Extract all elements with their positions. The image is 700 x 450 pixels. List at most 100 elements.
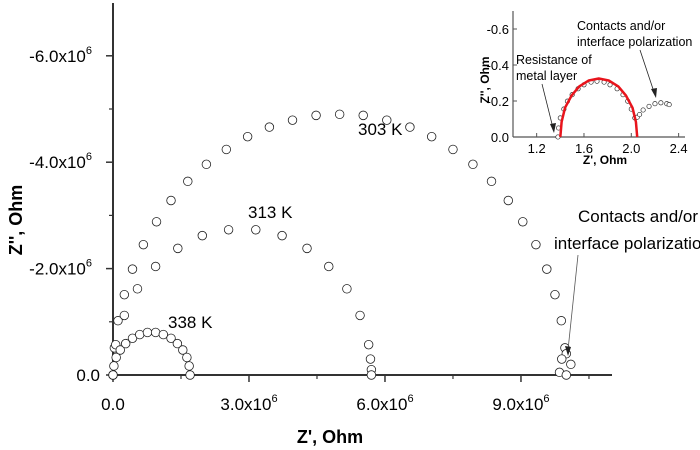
data-point — [223, 225, 234, 235]
data-point — [358, 110, 368, 121]
data-point — [150, 327, 161, 338]
data-point — [503, 195, 513, 206]
label-313k: 313 K — [248, 203, 293, 222]
data-point — [166, 333, 176, 343]
series-303k — [108, 109, 576, 380]
data-point — [127, 264, 138, 274]
data-point — [184, 361, 194, 371]
data-point — [355, 310, 365, 321]
inset-y-tick-label: -0.6 — [487, 22, 509, 37]
data-point — [277, 230, 287, 241]
inset-data-point — [555, 134, 561, 140]
inset-data-point — [640, 107, 646, 113]
x-tick-label: 3.0x106 — [220, 393, 277, 414]
data-point — [173, 243, 183, 254]
main-axes — [112, 3, 612, 376]
data-point — [342, 284, 352, 294]
data-point — [468, 159, 478, 170]
inset-data-point — [666, 102, 672, 108]
data-point — [242, 131, 253, 142]
inset-arrow-resistance — [541, 83, 554, 129]
data-point — [127, 333, 138, 343]
data-point — [426, 131, 437, 142]
inset-arrowhead-resistance — [550, 123, 556, 133]
data-point — [108, 370, 118, 380]
inset-annotation-resistance-line1: Resistance of — [516, 53, 592, 67]
y-tick-label: 0.0 — [76, 366, 100, 385]
inset-x-tick-label: 1.6 — [575, 141, 593, 156]
data-point — [311, 110, 321, 121]
inset-data-point — [646, 103, 652, 109]
data-point — [334, 109, 345, 120]
y-tick-label: -4.0x106 — [29, 151, 92, 172]
inset-data-point — [637, 111, 643, 118]
inset-y-tick-label: -0.4 — [487, 58, 509, 73]
annotation-arrowhead — [565, 346, 571, 356]
inset-annotation-resistance-line2: metal layer — [516, 69, 577, 83]
data-point — [366, 370, 377, 380]
annotation-contacts-line2: interface polarization — [554, 234, 700, 253]
data-point — [201, 159, 212, 170]
data-point — [158, 329, 169, 340]
data-point — [264, 122, 275, 132]
label-338k: 338 K — [168, 313, 213, 332]
data-point — [119, 310, 130, 321]
label-303k: 303 K — [358, 120, 403, 139]
data-point — [302, 243, 312, 254]
inset-x-tick-label: 2.4 — [670, 141, 688, 156]
series-313k — [108, 225, 377, 380]
inset-x-tick-label: 2.0 — [622, 141, 640, 156]
inset-fit-curve — [559, 77, 639, 138]
data-point — [561, 370, 572, 380]
inset-y-axis-title: Z'', Ohm — [478, 56, 492, 103]
data-point — [324, 261, 334, 272]
inset-data-point — [658, 100, 664, 106]
y-tick-label: -6.0x106 — [29, 45, 92, 66]
data-point — [197, 230, 208, 241]
data-point — [365, 354, 376, 364]
data-point — [363, 339, 374, 350]
data-point — [111, 352, 121, 363]
data-point — [150, 261, 161, 272]
data-point — [142, 327, 153, 338]
data-point — [182, 352, 192, 363]
data-point — [221, 144, 232, 155]
data-point — [178, 345, 188, 355]
inset-arrow-contacts — [639, 49, 655, 93]
inset-x-tick-label: 1.2 — [528, 141, 546, 156]
data-point — [113, 316, 123, 326]
inset-chart: 1.2 1.6 2.0 2.4 0.0 -0.2 -0.4 -0.6 Z', Ohm Z'',… — [478, 11, 692, 167]
data-point — [556, 316, 567, 326]
x-tick-label: 0.0 — [101, 395, 125, 414]
data-point — [120, 338, 131, 349]
data-point — [382, 115, 392, 125]
inset-arrowhead-contacts — [651, 88, 657, 98]
x-tick-label: 9.0x106 — [492, 393, 549, 414]
y-tick-label: -2.0x106 — [29, 258, 92, 279]
annotation-arrow — [567, 254, 579, 351]
inset-annotation-contacts-line1: Contacts and/or — [577, 19, 665, 33]
data-point — [138, 239, 149, 250]
data-point — [115, 345, 125, 355]
inset-data-point — [652, 101, 658, 107]
data-point — [119, 289, 130, 300]
data-point — [151, 217, 162, 227]
data-point — [550, 289, 560, 300]
y-axis-title: Z'', Ohm — [6, 185, 26, 256]
inset-x-axis-title: Z', Ohm — [583, 153, 627, 167]
data-point — [542, 264, 552, 274]
data-point — [132, 284, 143, 294]
data-point — [172, 338, 183, 349]
data-point — [531, 239, 541, 250]
data-point — [251, 225, 261, 235]
inset-y-tick-label: 0.0 — [491, 130, 509, 145]
data-point — [566, 359, 576, 370]
data-point — [405, 122, 415, 132]
inset-annotation-contacts-line2: interface polarization — [577, 35, 692, 49]
x-axis-title: Z', Ohm — [297, 427, 363, 447]
x-tick-label: 6.0x106 — [356, 393, 413, 414]
data-point — [109, 361, 119, 371]
annotation-contacts-line1: Contacts and/or — [578, 207, 698, 226]
data-point — [185, 370, 195, 380]
